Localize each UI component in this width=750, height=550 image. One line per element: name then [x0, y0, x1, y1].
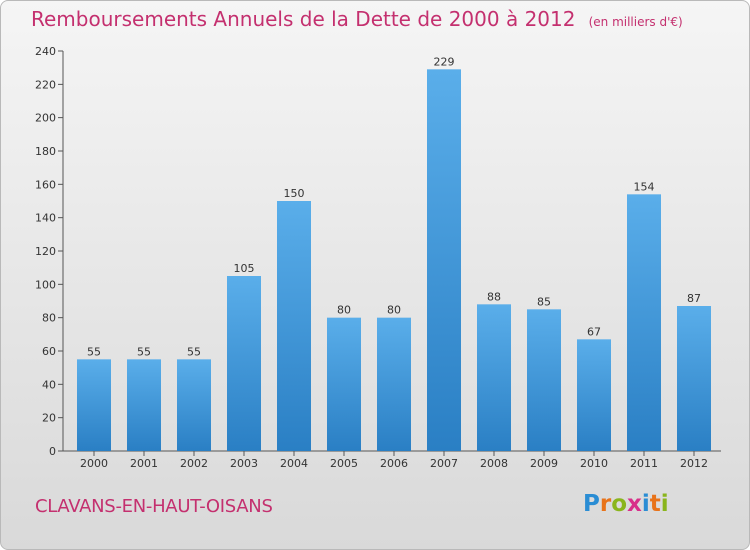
x-tick-label: 2010: [580, 457, 608, 470]
bar-2011: [627, 194, 661, 452]
bar-2000: [77, 359, 111, 451]
value-label-2005: 80: [337, 304, 351, 317]
logo-letter: i: [641, 491, 650, 517]
y-tick-label: 180: [35, 145, 56, 158]
y-tick-label: 140: [35, 212, 56, 225]
bar-2006: [377, 317, 411, 451]
x-tick-label: 2001: [130, 457, 158, 470]
x-tick-label: 2002: [180, 457, 208, 470]
y-tick-label: 220: [35, 78, 56, 91]
y-tick-label: 100: [35, 278, 56, 291]
bar-2001: [127, 359, 161, 451]
y-tick-label: 200: [35, 112, 56, 125]
x-tick-label: 2012: [680, 457, 708, 470]
value-label-2006: 80: [387, 304, 401, 317]
y-tick-label: 240: [35, 45, 56, 58]
y-tick-label: 40: [42, 378, 56, 391]
proxiti-logo: Proxiti: [583, 491, 669, 517]
bar-2012: [677, 306, 711, 451]
y-tick-label: 60: [42, 345, 56, 358]
bar-2010: [577, 339, 611, 451]
bar-2008: [477, 304, 511, 451]
bar-2003: [227, 276, 261, 451]
logo-letter: x: [627, 491, 642, 517]
x-tick-label: 2006: [380, 457, 408, 470]
value-label-2008: 88: [487, 290, 501, 303]
chart-title-text: Remboursements Annuels de la Dette de 20…: [31, 7, 576, 31]
value-label-2012: 87: [687, 292, 701, 305]
logo-letter: P: [583, 491, 600, 517]
y-tick-label: 80: [42, 312, 56, 325]
x-tick-label: 2003: [230, 457, 258, 470]
value-label-2004: 150: [284, 187, 305, 200]
x-tick-label: 2005: [330, 457, 358, 470]
value-label-2011: 154: [634, 180, 655, 193]
bar-2009: [527, 309, 561, 451]
value-label-2001: 55: [137, 345, 151, 358]
chart-unit: (en milliers d'€): [588, 15, 683, 29]
value-label-2010: 67: [587, 325, 601, 338]
chart-labels: 2000 55 2001 55 2002 55 2003 105 2004 150 2005 80 20…: [80, 55, 708, 470]
y-tick-label: 160: [35, 178, 56, 191]
y-tick-label: 0: [49, 445, 56, 458]
logo-letter: i: [660, 491, 669, 517]
logo-letter: o: [611, 491, 628, 517]
chart-bars: [77, 69, 711, 452]
bar-2004: [277, 201, 311, 451]
bar-2002: [177, 359, 211, 451]
value-label-2002: 55: [187, 345, 201, 358]
x-tick-label: 2009: [530, 457, 558, 470]
value-label-2007: 229: [434, 55, 455, 68]
x-tick-label: 2004: [280, 457, 308, 470]
value-label-2009: 85: [537, 295, 551, 308]
bar-2005: [327, 317, 361, 451]
x-tick-label: 2011: [630, 457, 658, 470]
x-tick-label: 2000: [80, 457, 108, 470]
chart-title: Remboursements Annuels de la Dette de 20…: [31, 7, 683, 31]
value-label-2003: 105: [234, 262, 255, 275]
commune-name: CLAVANS-EN-HAUT-OISANS: [35, 496, 273, 517]
x-tick-label: 2007: [430, 457, 458, 470]
logo-letter: t: [649, 491, 661, 517]
bar-2007: [427, 69, 461, 451]
y-tick-label: 120: [35, 245, 56, 258]
x-tick-label: 2008: [480, 457, 508, 470]
logo-letter: r: [599, 491, 612, 517]
y-tick-label: 20: [42, 412, 56, 425]
value-label-2000: 55: [87, 345, 101, 358]
